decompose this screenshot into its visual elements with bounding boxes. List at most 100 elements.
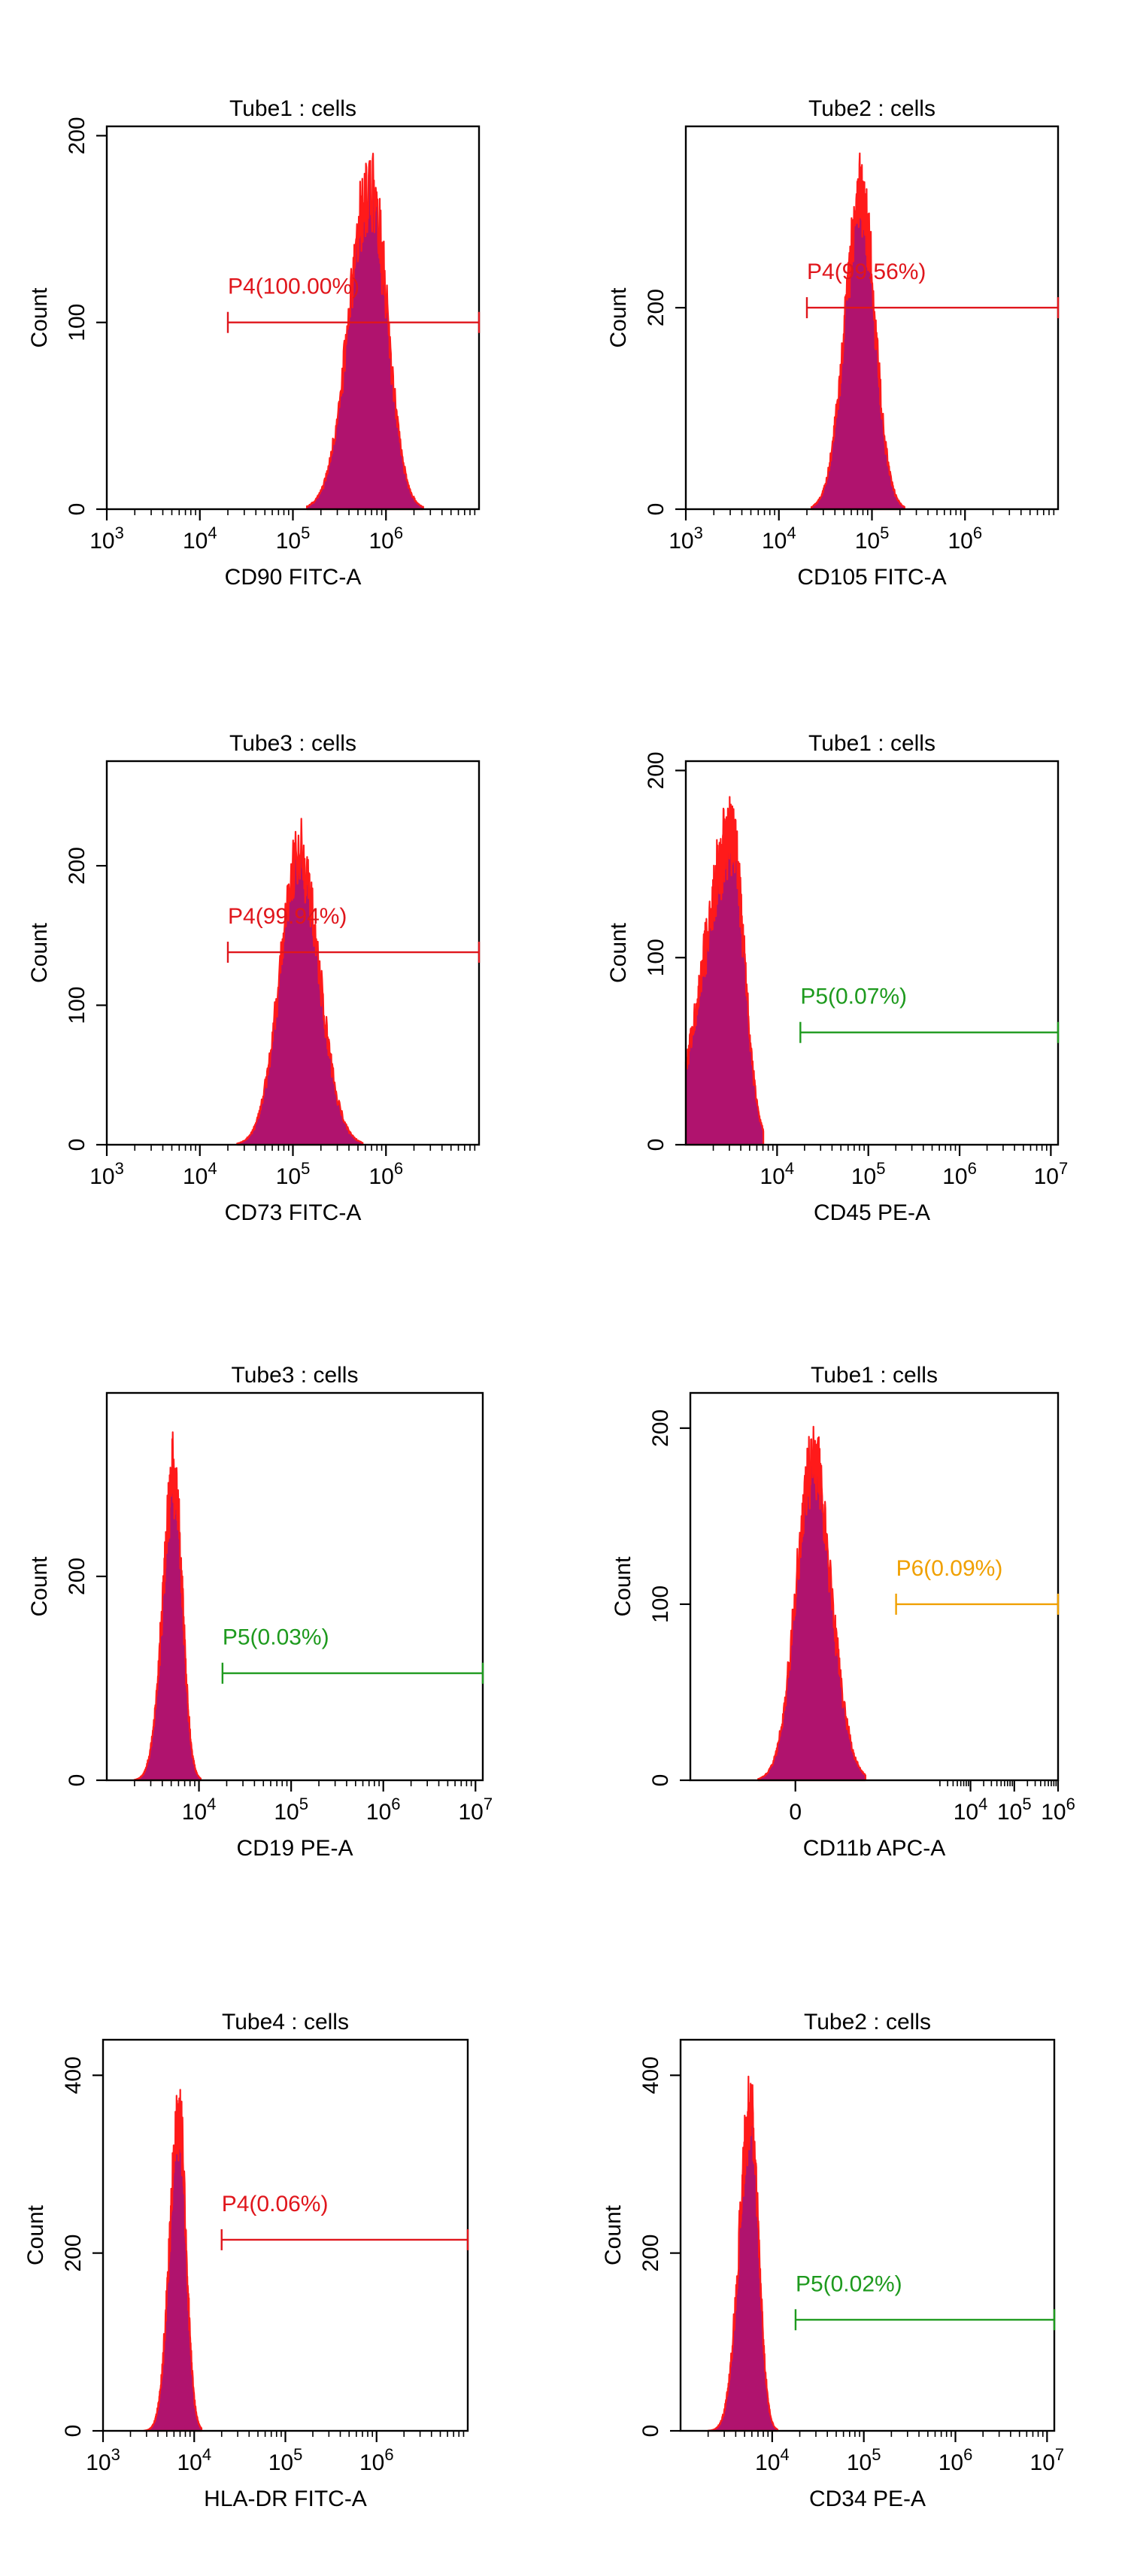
x-tick-label: 103 <box>89 523 124 554</box>
x-tick-label: 106 <box>1041 1795 1075 1825</box>
y-axis-label: Count <box>27 287 52 348</box>
x-axis-label: CD105 FITC-A <box>797 565 946 590</box>
x-tick-label: 106 <box>368 1159 403 1189</box>
panel-title: Tube1 : cells <box>808 731 935 756</box>
histogram-panel-5: 0 200 104 105 106 107 Tube3 : cells CD19 PE-A Co… <box>27 1363 493 1861</box>
y-tick-label: 0 <box>648 1774 673 1787</box>
x-tick-label: 104 <box>954 1795 988 1825</box>
histogram-distribution <box>707 2075 779 2432</box>
y-tick-label: 0 <box>644 1139 669 1151</box>
plot-frame <box>679 2038 1056 2432</box>
x-tick-label: 107 <box>458 1795 493 1825</box>
x-tick-label: 103 <box>669 523 703 554</box>
x-tick-label: 105 <box>851 1159 886 1189</box>
gate-label: P5(0.07%) <box>800 985 907 1009</box>
gate-label: P5(0.02%) <box>796 2271 902 2296</box>
y-tick-label: 400 <box>61 2056 86 2094</box>
x-tick-label: 103 <box>89 1159 124 1189</box>
plot-frame <box>105 125 481 511</box>
y-tick-label: 200 <box>638 2235 663 2272</box>
x-axis-label: CD90 FITC-A <box>225 565 362 590</box>
histogram-panel-2: 0 200 103 104 105 106 Tube2 : cells CD105 FITC-… <box>606 96 1060 590</box>
y-tick-label: 0 <box>65 503 89 516</box>
y-axis-label: Count <box>611 1556 635 1617</box>
y-tick-label: 100 <box>644 939 669 976</box>
histogram-distribution <box>811 152 905 511</box>
panel-title: Tube1 : cells <box>229 96 356 121</box>
y-axis-label: Count <box>606 922 631 983</box>
y-tick-label: 0 <box>644 503 669 516</box>
plot-frame <box>684 760 1060 1146</box>
x-tick-label: 104 <box>177 2445 211 2475</box>
panel-title: Tube4 : cells <box>222 2010 349 2034</box>
x-tick-label: 0 <box>789 1800 802 1825</box>
x-axis-label: CD19 PE-A <box>236 1836 353 1861</box>
y-axis-label: Count <box>601 2204 626 2265</box>
x-axis-label: CD11b APC-A <box>803 1836 946 1861</box>
histogram-distribution <box>236 818 364 1146</box>
x-tick-label: 107 <box>1034 1159 1069 1189</box>
gate-label: P4(99.56%) <box>807 259 926 284</box>
gate-label: P6(0.09%) <box>896 1556 1003 1581</box>
y-tick-label: 100 <box>65 304 89 341</box>
gate-label: P4(0.06%) <box>222 2192 329 2216</box>
y-tick-label: 100 <box>648 1585 673 1623</box>
y-tick-label: 0 <box>65 1139 89 1151</box>
panel-title: Tube3 : cells <box>232 1363 359 1388</box>
x-tick-label: 106 <box>366 1795 401 1825</box>
y-tick-label: 0 <box>638 2425 663 2438</box>
panel-title: Tube2 : cells <box>804 2010 931 2034</box>
x-tick-label: 106 <box>368 523 403 554</box>
histogram-panel-6: 0 100 200 0 104 105 106 Tube1 : cells CD11b APC-… <box>611 1363 1075 1861</box>
gate-label: P4(100.00%) <box>228 275 359 299</box>
x-tick-label: 106 <box>359 2445 394 2475</box>
histogram-panel-1: 0 100 200 103 104 105 106 Tube1 : cells CD90 FIT… <box>27 96 481 590</box>
x-tick-label: 105 <box>847 2445 881 2475</box>
panel-title: Tube3 : cells <box>229 731 356 756</box>
y-tick-label: 200 <box>61 2235 86 2272</box>
y-tick-label: 0 <box>65 1774 89 1787</box>
x-tick-label: 106 <box>942 1159 977 1189</box>
y-tick-label: 200 <box>65 847 89 884</box>
x-tick-label: 105 <box>855 523 890 554</box>
y-tick-label: 0 <box>61 2425 86 2438</box>
x-axis-label: CD34 PE-A <box>809 2486 926 2511</box>
histogram-panel-3: 0 100 200 103 104 105 106 Tube3 : cells CD73 FIT… <box>27 731 481 1225</box>
y-tick-label: 200 <box>644 751 669 789</box>
x-tick-label: 104 <box>183 1159 217 1189</box>
y-tick-label: 400 <box>638 2056 663 2094</box>
panel-title: Tube2 : cells <box>808 96 935 121</box>
panel-title: Tube1 : cells <box>811 1363 938 1388</box>
histogram-distribution <box>143 2089 203 2432</box>
plot-frame <box>102 2038 469 2432</box>
histogram-distribution <box>684 796 765 1146</box>
x-tick-label: 104 <box>182 1795 217 1825</box>
x-tick-label: 104 <box>760 1159 795 1189</box>
histogram-panel-7: 0 200 400 103 104 105 106 Tube4 : cells HLA-DR F… <box>23 2010 469 2511</box>
y-tick-label: 100 <box>65 987 89 1024</box>
histogram-panel-4: 0 100 200 104 105 106 107 Tube1 : cells CD45 PE-… <box>606 731 1068 1225</box>
y-tick-label: 200 <box>648 1409 673 1447</box>
y-tick-label: 200 <box>644 289 669 326</box>
x-tick-label: 105 <box>276 523 311 554</box>
histogram-distribution <box>757 1425 866 1782</box>
plot-frame <box>689 1391 1060 1782</box>
x-tick-label: 103 <box>86 2445 120 2475</box>
x-tick-label: 105 <box>276 1159 311 1189</box>
x-tick-label: 106 <box>948 523 982 554</box>
x-axis-label: CD45 PE-A <box>814 1200 930 1225</box>
y-axis-label: Count <box>606 287 631 348</box>
x-tick-label: 104 <box>755 2445 790 2475</box>
y-tick-label: 200 <box>65 1558 89 1595</box>
gate-label: P5(0.03%) <box>223 1625 329 1650</box>
histogram-distribution <box>133 1431 202 1782</box>
gate-label: P4(99.94%) <box>228 904 347 929</box>
histogram-panel-8: 0 200 400 104 105 106 107 Tube2 : cells CD34 PE-… <box>601 2010 1064 2511</box>
x-tick-label: 105 <box>268 2445 303 2475</box>
x-axis-label: HLA-DR FITC-A <box>204 2486 367 2511</box>
x-tick-label: 105 <box>274 1795 308 1825</box>
y-axis-label: Count <box>23 2204 48 2265</box>
x-tick-label: 104 <box>183 523 217 554</box>
y-tick-label: 200 <box>65 117 89 154</box>
